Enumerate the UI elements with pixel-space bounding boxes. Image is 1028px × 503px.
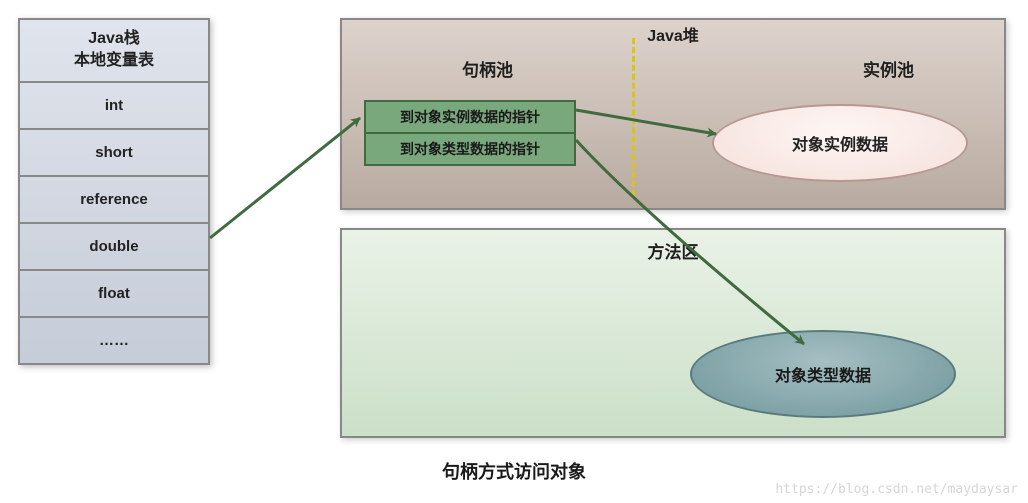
heap-title: Java堆 [639, 18, 707, 50]
java-heap-panel: Java堆 句柄池 实例池 到对象实例数据的指针 到对象类型数据的指针 对象实例… [340, 18, 1006, 210]
stack-cell: double [20, 224, 208, 271]
stack-header: Java栈 本地变量表 [20, 20, 208, 83]
stack-cell: float [20, 271, 208, 318]
type-data-label: 对象类型数据 [775, 362, 871, 386]
instance-data-ellipse: 对象实例数据 [712, 104, 968, 182]
stack-cell: …… [20, 318, 208, 363]
stack-title-line1: Java栈 [88, 30, 140, 47]
handle-box: 到对象实例数据的指针 到对象类型数据的指针 [364, 100, 576, 166]
heap-divider [632, 38, 635, 196]
instance-data-label: 对象实例数据 [792, 131, 888, 155]
method-area-title: 方法区 [648, 238, 699, 263]
type-data-ellipse: 对象类型数据 [690, 330, 956, 418]
stack-title-line2: 本地变量表 [74, 52, 154, 69]
handle-row-instance-ptr: 到对象实例数据的指针 [366, 102, 574, 134]
watermark: https://blog.csdn.net/maydaysar [775, 482, 1018, 497]
handle-row-type-ptr: 到对象类型数据的指针 [366, 134, 574, 164]
diagram-caption: 句柄方式访问对象 [442, 458, 586, 484]
handle-pool-label: 句柄池 [462, 56, 513, 81]
stack-cell: int [20, 83, 208, 130]
java-stack-panel: Java栈 本地变量表 int short reference double f… [18, 18, 210, 365]
stack-cell: short [20, 130, 208, 177]
arrow-reference-to-handle [210, 118, 360, 238]
method-area-panel: 方法区 对象类型数据 [340, 228, 1006, 438]
instance-pool-label: 实例池 [863, 56, 914, 81]
stack-cell-reference: reference [20, 177, 208, 224]
